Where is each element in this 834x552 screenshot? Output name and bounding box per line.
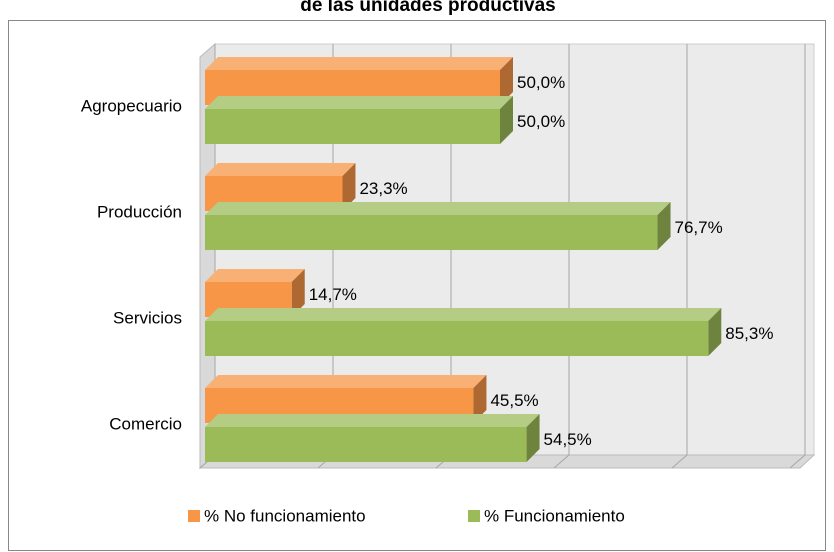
value-label: 85,3% — [725, 324, 773, 343]
legend-label: % No funcionamiento — [204, 506, 366, 525]
floor-grid-line — [671, 454, 688, 469]
bar — [205, 427, 527, 462]
value-label: 45,5% — [490, 391, 538, 410]
floor-grid-line — [789, 454, 806, 469]
legend-swatch — [468, 510, 480, 522]
bar-side — [657, 202, 671, 250]
y-tick-label: Comercio — [109, 414, 182, 433]
bar-top — [205, 57, 513, 70]
bar-top — [205, 269, 305, 282]
bar-top — [205, 308, 722, 321]
bar-side — [500, 57, 513, 105]
y-tick-label: Agropecuario — [81, 96, 182, 115]
value-label: 14,7% — [309, 285, 357, 304]
bar-side — [291, 269, 305, 317]
value-label: 50,0% — [517, 73, 565, 92]
value-label: 54,5% — [544, 430, 592, 449]
bar — [205, 109, 500, 144]
bar-side — [473, 375, 487, 423]
legend-label: % Funcionamiento — [484, 506, 625, 525]
value-label: 23,3% — [359, 179, 407, 198]
bar-top — [205, 414, 540, 427]
bar-top — [205, 375, 487, 388]
bar-side — [342, 163, 356, 211]
bar-side — [526, 414, 540, 462]
bar-side — [500, 96, 513, 144]
chart-title: de las unidades productivas — [300, 0, 556, 16]
value-label: 50,0% — [517, 112, 565, 131]
bar-side — [708, 308, 722, 356]
bar — [205, 215, 658, 250]
bar-top — [205, 163, 356, 176]
legend-swatch — [188, 510, 200, 522]
floor-grid-line — [553, 454, 570, 469]
y-tick-label: Producción — [97, 202, 182, 221]
value-label: 76,7% — [675, 218, 723, 237]
bar-top — [205, 202, 671, 215]
bar — [205, 321, 709, 356]
y-tick-label: Servicios — [113, 308, 182, 327]
bar-top — [205, 96, 513, 109]
